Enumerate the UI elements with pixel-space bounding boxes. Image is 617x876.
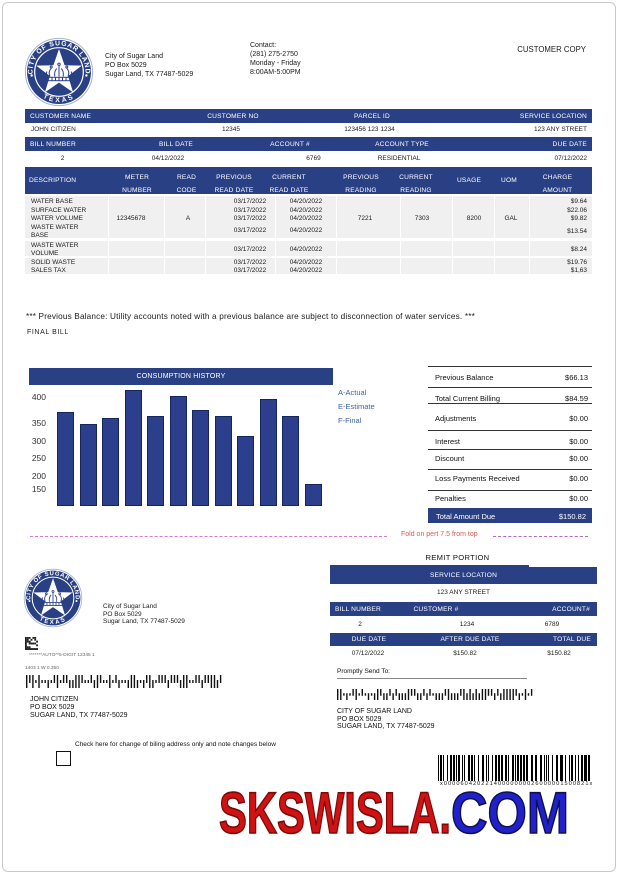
svg-text:TEXAS: TEXAS (42, 93, 76, 104)
svg-text:COM: COM (451, 781, 569, 846)
svg-text:SKSWISLA.: SKSWISLA. (219, 781, 451, 846)
svg-text:TEXAS: TEXAS (38, 616, 68, 626)
